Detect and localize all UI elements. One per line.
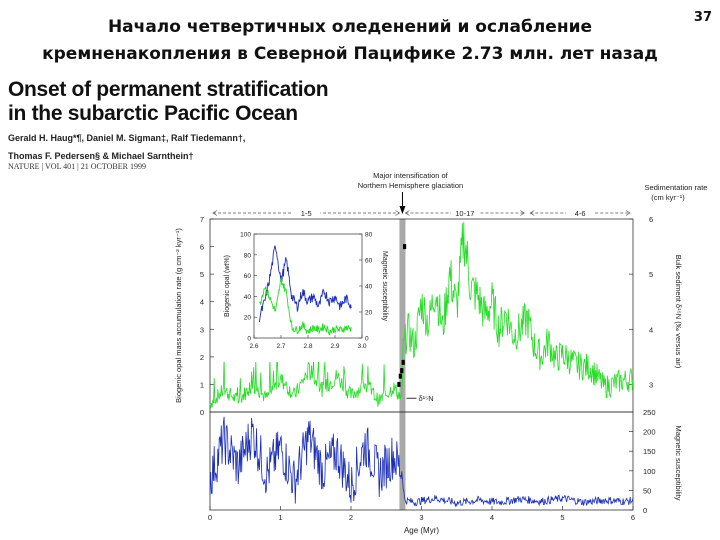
x-tick-label: 1 xyxy=(278,513,282,522)
left-tick-label: 3 xyxy=(200,325,204,334)
annotation-arrowhead xyxy=(399,206,406,214)
annotation-line1: Major intensification of xyxy=(373,171,449,180)
inset-right-tick-label: 80 xyxy=(365,232,373,239)
inset-left-tick-label: 100 xyxy=(240,232,251,239)
x-tick-label: 4 xyxy=(490,513,494,522)
magsus-series xyxy=(209,416,634,508)
right-lower-tick-label: 0 xyxy=(643,506,647,515)
left-tick-label: 5 xyxy=(200,270,204,279)
right-upper-tick-label: 3 xyxy=(649,380,653,389)
sed-rate-label-line1: Sedimentation rate xyxy=(645,183,708,192)
slide-title: Начало четвертичных оледенений и ослабле… xyxy=(20,14,680,68)
slide-title-line1: Начало четвертичных оледенений и ослабле… xyxy=(107,17,593,37)
sed-rate-arrow-right xyxy=(395,210,401,216)
d15n-point xyxy=(397,381,401,387)
inset-x-tick-label: 2.9 xyxy=(330,343,339,350)
inset-opal-series xyxy=(258,245,352,323)
sed-rate-arrow-right xyxy=(520,210,525,216)
slide-page-number: 37 xyxy=(693,10,712,25)
sed-rate-arrow-left xyxy=(404,210,410,216)
left-tick-label: 1 xyxy=(200,380,204,389)
inset-left-tick-label: 0 xyxy=(247,336,251,343)
inset-x-tick-label: 2.7 xyxy=(276,343,285,350)
left-tick-label: 6 xyxy=(200,243,204,252)
right-upper-tick-label: 4 xyxy=(649,325,653,334)
right-lower-tick-label: 200 xyxy=(643,428,656,437)
right-upper-tick-label: 5 xyxy=(649,270,653,279)
inset-right-tick-label: 40 xyxy=(365,284,373,291)
sed-rate-segment-label: 1-5 xyxy=(301,209,312,218)
inset-x-tick-label: 3.0 xyxy=(357,343,366,350)
d15n-point xyxy=(398,373,402,379)
left-tick-label: 4 xyxy=(200,298,204,307)
inset-left-tick-label: 60 xyxy=(244,273,252,280)
sed-rate-arrow-left xyxy=(212,210,218,216)
sed-rate-arrow-right xyxy=(625,210,631,216)
right-upper-tick-label: 6 xyxy=(649,215,653,224)
paper-authors-line1: Gerald H. Haug*¶, Daniel M. Sigman‡, Ral… xyxy=(8,133,246,143)
sed-rate-arrow-left xyxy=(529,210,535,216)
x-tick-label: 5 xyxy=(560,513,564,522)
right-lower-tick-label: 150 xyxy=(643,447,656,456)
left-tick-label: 7 xyxy=(200,215,204,224)
right-lower-axis-label: Magnetic susceptibility xyxy=(674,425,683,500)
left-tick-label: 0 xyxy=(200,408,204,417)
paper-authors-line2: Thomas F. Pedersen§ & Michael Sarnthein† xyxy=(8,151,194,161)
inset-right-tick-label: 0 xyxy=(365,336,369,343)
inset-right-axis-label: Magnetic susceptibility xyxy=(381,251,388,322)
right-lower-tick-label: 250 xyxy=(643,408,656,417)
x-axis-label: Age (Myr) xyxy=(404,526,439,535)
x-tick-label: 2 xyxy=(349,513,353,522)
right-lower-tick-label: 50 xyxy=(643,486,651,495)
opal-mar-series xyxy=(209,221,634,409)
left-tick-label: 2 xyxy=(200,353,204,362)
d15n-point xyxy=(401,359,405,365)
d15n-label: δ¹⁵N xyxy=(418,394,433,403)
inset-magsus-series xyxy=(259,276,352,336)
paper-journal: NATURE | VOL 401 | 21 OCTOBER 1999 xyxy=(8,162,146,171)
left-axis-label: Biogenic opal mass accumulation rate (g … xyxy=(174,228,183,403)
inset-left-tick-label: 20 xyxy=(244,315,252,322)
inset-left-tick-label: 40 xyxy=(244,294,252,301)
x-tick-label: 0 xyxy=(208,513,212,522)
sed-rate-label-line2: (cm kyr⁻¹) xyxy=(651,193,685,202)
sed-rate-segment-label: 4-6 xyxy=(575,209,586,218)
inset-right-tick-label: 20 xyxy=(365,310,373,317)
d15n-point xyxy=(400,368,404,374)
inset-left-axis-label: Biogenic opal (wt%) xyxy=(224,255,231,317)
annotation-line2: Northern Hemisphere glaciation xyxy=(358,181,463,190)
right-upper-axis-label: Bulk sediment δ¹⁵N (‰ versus air) xyxy=(674,255,683,369)
sed-rate-label-bg xyxy=(450,207,479,217)
inset-right-tick-label: 60 xyxy=(365,258,373,265)
inset-x-tick-label: 2.8 xyxy=(303,343,312,350)
sed-rate-label-bg xyxy=(566,207,595,217)
inset-left-tick-label: 80 xyxy=(244,252,252,259)
paper-header: Onset of permanent stratification in the… xyxy=(8,78,330,171)
right-lower-tick-label: 100 xyxy=(643,467,656,476)
d15n-point xyxy=(402,244,407,250)
x-tick-label: 6 xyxy=(631,513,635,522)
sed-rate-label-bg xyxy=(292,207,321,217)
slide-title-line2: кремненакопления в Северной Пацифике 2.7… xyxy=(42,44,658,64)
sed-rate-segment-label: 10-17 xyxy=(455,209,474,218)
paper-title-line1: Onset of permanent stratification xyxy=(8,78,329,101)
inset-x-tick-label: 2.6 xyxy=(249,343,258,350)
x-tick-label: 3 xyxy=(419,513,423,522)
paper-title-line2: in the subarctic Pacific Ocean xyxy=(8,102,298,125)
